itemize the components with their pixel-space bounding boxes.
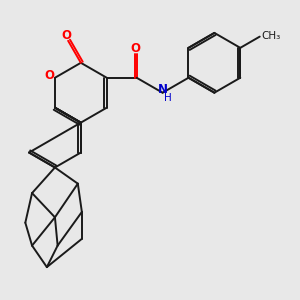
Text: H: H [164, 93, 172, 103]
Text: O: O [61, 29, 72, 42]
Text: O: O [45, 69, 55, 82]
Text: CH₃: CH₃ [261, 31, 280, 41]
Text: N: N [158, 82, 168, 96]
Text: O: O [130, 42, 140, 55]
